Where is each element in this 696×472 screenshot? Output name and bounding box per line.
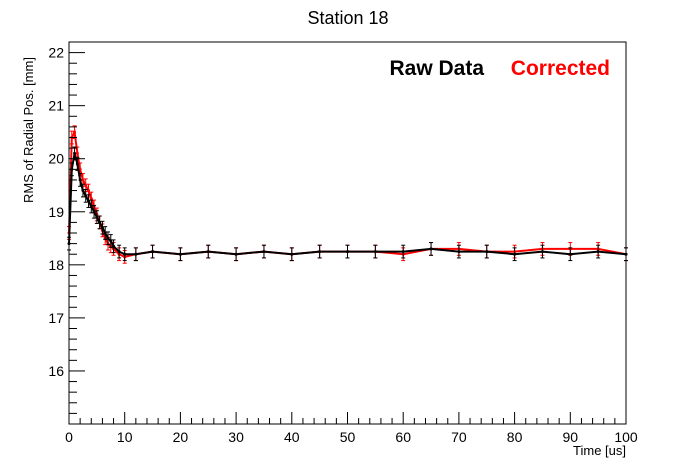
- x-tick-label: 60: [395, 429, 411, 445]
- data-point: [485, 250, 489, 254]
- data-point: [75, 162, 79, 166]
- data-point: [106, 236, 110, 240]
- x-tick-label: 50: [340, 429, 356, 445]
- x-tick-label: 10: [117, 429, 133, 445]
- data-point: [92, 210, 96, 214]
- data-point: [117, 250, 121, 254]
- y-tick-label: 17: [48, 310, 64, 326]
- data-point: [151, 250, 155, 254]
- data-point: [540, 250, 544, 254]
- data-point: [346, 250, 349, 254]
- data-point: [596, 250, 600, 254]
- data-point: [84, 183, 88, 187]
- data-point: [206, 250, 210, 254]
- x-tick-label: 90: [563, 429, 579, 445]
- data-point: [103, 231, 107, 235]
- series-corrected: [67, 125, 628, 264]
- data-point: [73, 151, 77, 155]
- y-axis-label: RMS of Radial Pos. [mm]: [21, 57, 36, 203]
- data-point: [89, 204, 93, 208]
- y-tick-label: 20: [48, 151, 64, 167]
- y-tick-label: 21: [48, 98, 64, 114]
- data-point: [234, 252, 238, 256]
- x-axis: 0 10 20 30 40 50 60 70 80 90 100: [65, 412, 638, 445]
- data-point: [86, 199, 90, 203]
- y-axis: 16 17 18 19 20 21 22: [48, 41, 85, 425]
- data-point: [262, 250, 266, 254]
- data-point: [457, 250, 461, 254]
- x-tick-label: 0: [65, 429, 73, 445]
- data-point: [73, 130, 77, 134]
- x-tick-label: 70: [451, 429, 467, 445]
- y-tick-label: 19: [48, 204, 64, 220]
- data-point: [123, 252, 127, 256]
- y-tick-label: 22: [48, 45, 64, 61]
- x-tick-label: 30: [228, 429, 244, 445]
- data-point: [429, 247, 433, 251]
- data-point: [401, 250, 405, 254]
- data-point: [84, 194, 88, 198]
- legend-corrected: Corrected: [511, 57, 610, 80]
- data-point: [81, 178, 85, 182]
- data-point: [134, 252, 138, 256]
- data-point: [81, 189, 85, 193]
- legend-raw-data: Raw Data: [389, 57, 484, 80]
- data-point: [109, 239, 113, 243]
- data-point: [318, 250, 322, 254]
- data-point: [78, 178, 82, 182]
- y-tick-label: 18: [48, 257, 64, 273]
- x-tick-label: 80: [507, 429, 523, 445]
- x-tick-label: 20: [173, 429, 189, 445]
- data-point: [568, 252, 572, 256]
- x-tick-label: 100: [614, 429, 638, 445]
- y-tick-label: 16: [48, 363, 64, 379]
- data-point: [95, 215, 99, 219]
- series-line: [68, 153, 627, 256]
- series-line: [68, 128, 627, 258]
- x-tick-label: 40: [284, 429, 300, 445]
- data-point: [112, 244, 116, 248]
- data-point: [98, 220, 102, 224]
- x-axis-label: Time [us]: [573, 443, 626, 458]
- data-point: [513, 252, 517, 256]
- data-point: [89, 197, 93, 201]
- data-point: [178, 252, 182, 256]
- data-point: [100, 226, 104, 230]
- plot-frame: [68, 41, 627, 425]
- chart-title: Station 18: [307, 8, 388, 28]
- data-point: [86, 189, 90, 193]
- data-point: [75, 151, 79, 155]
- series-raw-data: [67, 146, 628, 262]
- data-point: [290, 252, 294, 256]
- data-point: [373, 250, 377, 254]
